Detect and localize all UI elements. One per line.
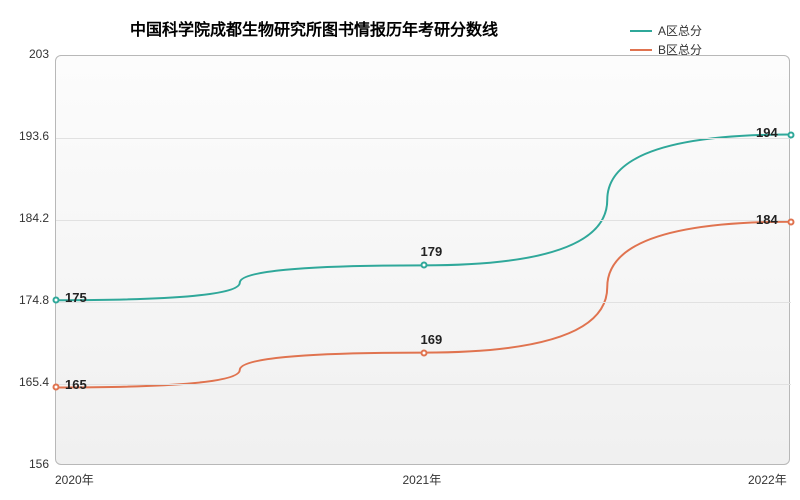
y-tick-label: 165.4 — [19, 375, 49, 389]
series-line — [56, 135, 791, 301]
legend-label: A区总分 — [658, 22, 702, 39]
data-point — [420, 349, 427, 356]
gridline — [56, 384, 791, 385]
y-tick-label: 156 — [29, 457, 49, 471]
legend-swatch — [630, 49, 652, 51]
y-tick-label: 203 — [29, 47, 49, 61]
data-point — [420, 262, 427, 269]
data-label: 194 — [756, 125, 778, 140]
legend-swatch — [630, 30, 652, 32]
plot-area — [55, 55, 790, 465]
gridline — [56, 138, 791, 139]
gridline — [56, 302, 791, 303]
gridline — [56, 220, 791, 221]
x-tick-label: 2020年 — [55, 471, 94, 488]
data-point — [53, 384, 60, 391]
y-tick-label: 193.6 — [19, 129, 49, 143]
data-label: 165 — [65, 377, 87, 392]
x-tick-label: 2022年 — [748, 471, 787, 488]
chart-title: 中国科学院成都生物研究所图书情报历年考研分数线 — [130, 16, 498, 40]
chart-container: 中国科学院成都生物研究所图书情报历年考研分数线 A区总分B区总分 156165.… — [0, 0, 800, 500]
data-label: 179 — [421, 244, 443, 259]
data-label: 184 — [756, 212, 778, 227]
legend-item: A区总分 — [630, 22, 702, 39]
data-point — [53, 297, 60, 304]
data-point — [788, 131, 795, 138]
x-tick-label: 2021年 — [403, 471, 442, 488]
data-point — [788, 218, 795, 225]
data-label: 175 — [65, 290, 87, 305]
y-tick-label: 174.8 — [19, 293, 49, 307]
y-tick-label: 184.2 — [19, 211, 49, 225]
data-label: 169 — [421, 332, 443, 347]
